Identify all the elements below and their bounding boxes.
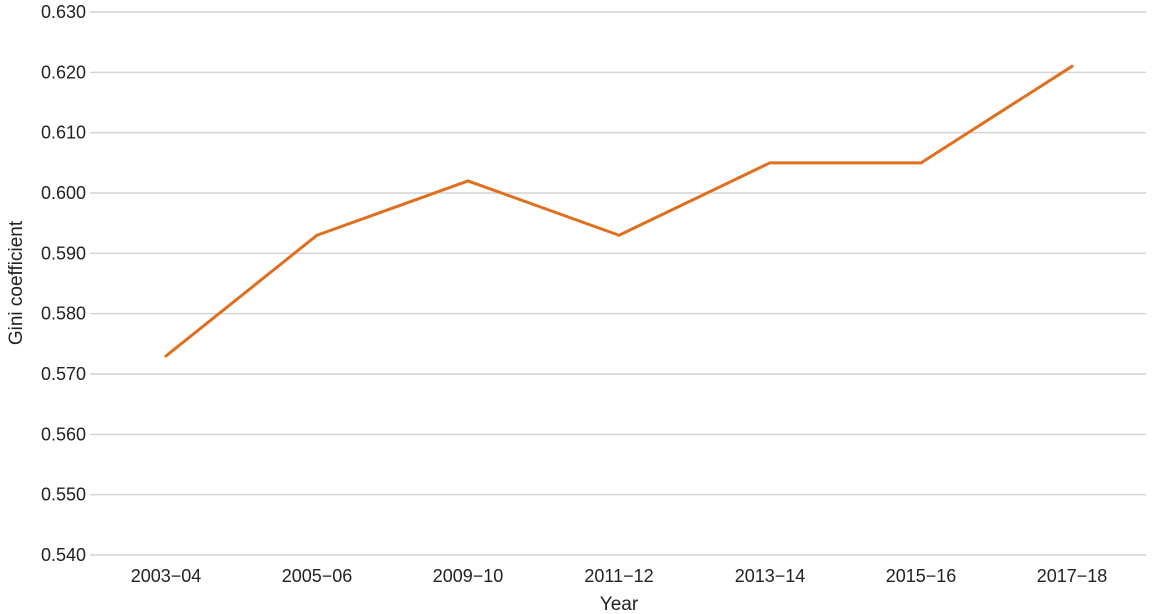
data-point (315, 233, 319, 237)
x-tick-label: 2009−10 (433, 566, 504, 586)
x-tick-label: 2013−14 (735, 566, 806, 586)
x-tick-label: 2005−06 (282, 566, 353, 586)
y-tick-label: 0.610 (41, 123, 86, 143)
series-lines (164, 64, 1074, 358)
y-tick-label: 0.570 (41, 364, 86, 384)
x-tick-label: 2003−04 (131, 566, 202, 586)
data-point (466, 179, 470, 183)
x-tick-label: 2017−18 (1037, 566, 1108, 586)
y-tick-label: 0.580 (41, 304, 86, 324)
data-point (164, 354, 168, 358)
data-point (768, 161, 772, 165)
y-tick-label: 0.630 (41, 2, 86, 22)
series-line (164, 64, 1074, 358)
data-point (617, 233, 621, 237)
data-point (919, 161, 923, 165)
y-tick-label: 0.600 (41, 183, 86, 203)
y-tick-label: 0.620 (41, 62, 86, 82)
y-tick-label: 0.550 (41, 485, 86, 505)
data-point (1070, 64, 1074, 68)
y-tick-label: 0.560 (41, 424, 86, 444)
x-tick-label: 2011−12 (584, 566, 653, 586)
x-axis-title: Year (600, 594, 639, 614)
y-tick-label: 0.540 (41, 545, 86, 565)
x-tick-label: 2015−16 (886, 566, 957, 586)
y-tick-label: 0.590 (41, 243, 86, 263)
x-tick-labels: 2003−04 2005−06 2009−10 2011−12 2013−14 2015−… (131, 566, 1108, 586)
y-axis-title: Gini coefficient (6, 220, 27, 345)
y-tick-labels: 0.540 0.550 0.560 0.570 0.580 0.590 0.600 0.610… (41, 2, 86, 565)
gridlines (90, 11, 1146, 556)
